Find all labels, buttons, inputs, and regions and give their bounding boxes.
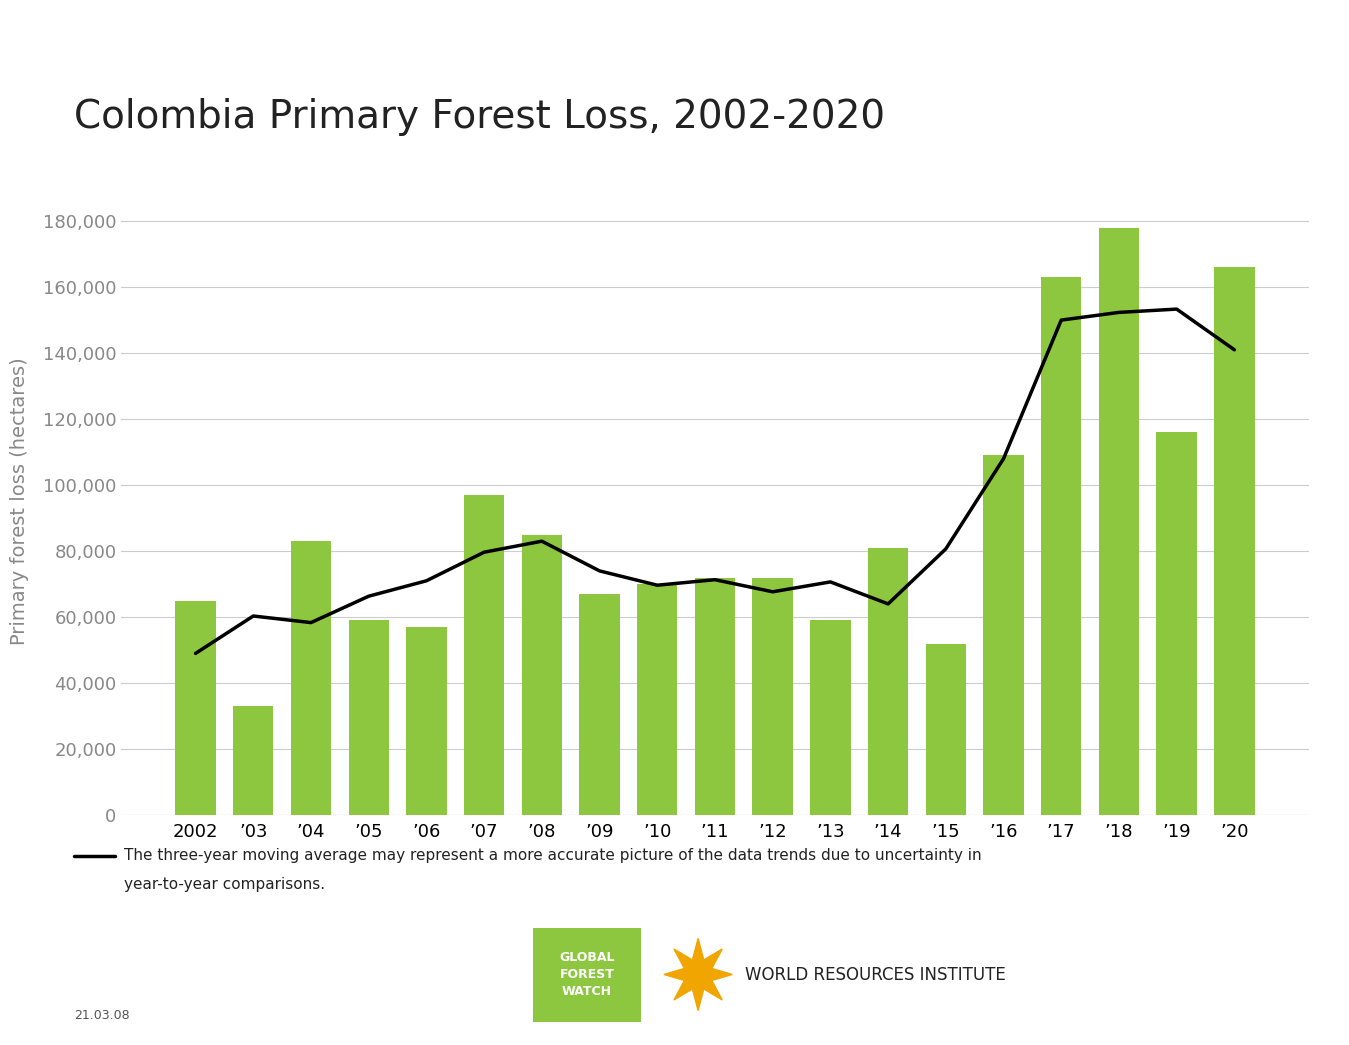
Bar [464, 495, 505, 815]
Bar [753, 578, 793, 815]
Bar [1156, 433, 1197, 815]
Text: 21.03.08: 21.03.08 [74, 1009, 130, 1022]
Text: The three-year moving average may represent a more accurate picture of the data : The three-year moving average may repres… [124, 849, 982, 863]
Text: WORLD RESOURCES INSTITUTE: WORLD RESOURCES INSTITUTE [745, 966, 1005, 984]
Bar [925, 644, 966, 815]
Y-axis label: Primary forest loss (hectares): Primary forest loss (hectares) [9, 357, 30, 646]
Text: Colombia Primary Forest Loss, 2002-2020: Colombia Primary Forest Loss, 2002-2020 [74, 98, 885, 136]
Bar [1098, 228, 1139, 815]
Bar [983, 456, 1024, 815]
Bar [1214, 268, 1255, 815]
Bar [348, 621, 389, 815]
Bar [695, 578, 735, 815]
Bar [406, 627, 447, 815]
Polygon shape [664, 938, 733, 1011]
Bar [175, 601, 216, 815]
Bar [579, 594, 619, 815]
Bar [291, 541, 332, 815]
Bar [1041, 277, 1082, 815]
Bar [637, 584, 677, 815]
Bar [522, 535, 563, 815]
Text: GLOBAL
FOREST
WATCH: GLOBAL FOREST WATCH [558, 952, 615, 998]
Bar [811, 621, 851, 815]
Bar [867, 548, 908, 815]
Text: year-to-year comparisons.: year-to-year comparisons. [124, 877, 325, 891]
Bar [233, 706, 274, 815]
